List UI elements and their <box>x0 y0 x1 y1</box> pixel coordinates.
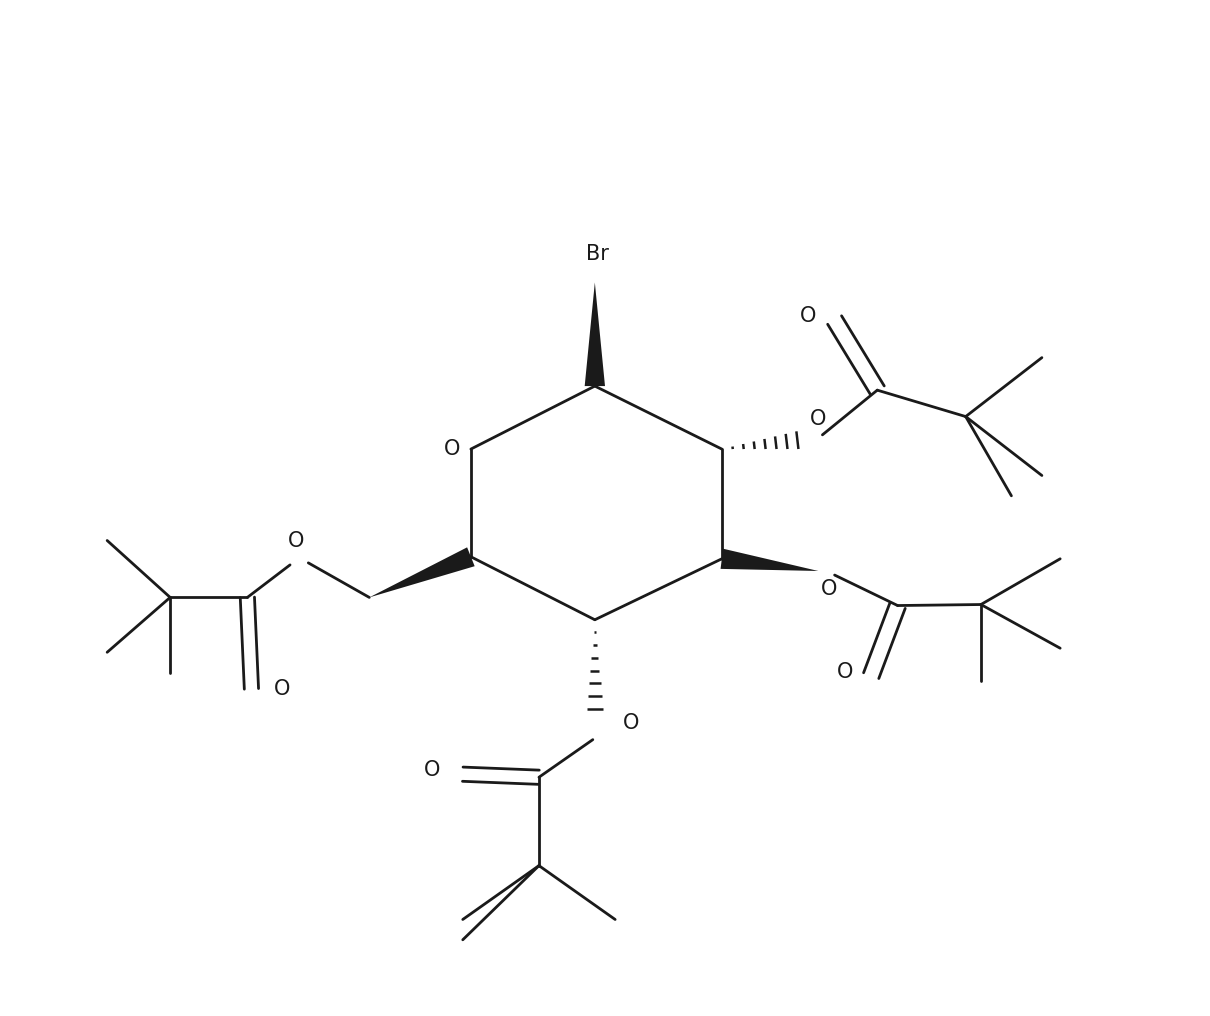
Text: Br: Br <box>587 244 610 264</box>
Text: O: O <box>800 306 817 326</box>
Text: O: O <box>273 679 290 699</box>
Polygon shape <box>584 282 605 386</box>
Text: O: O <box>444 439 461 459</box>
Text: O: O <box>623 713 640 734</box>
Text: O: O <box>820 579 837 599</box>
Polygon shape <box>369 548 474 597</box>
Polygon shape <box>721 549 818 571</box>
Text: O: O <box>288 530 304 551</box>
Text: O: O <box>811 408 826 429</box>
Text: O: O <box>424 760 440 780</box>
Text: O: O <box>836 661 853 682</box>
